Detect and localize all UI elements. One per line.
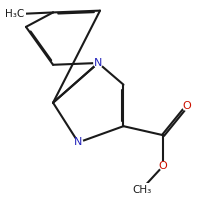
Circle shape [94,59,103,67]
Circle shape [183,102,191,110]
Circle shape [159,162,167,170]
Text: N: N [94,58,102,68]
Text: N: N [74,137,83,147]
Text: CH₃: CH₃ [132,185,151,195]
Text: O: O [182,101,191,111]
Circle shape [74,138,83,147]
Text: O: O [159,161,168,171]
Text: H₃C: H₃C [5,9,24,19]
